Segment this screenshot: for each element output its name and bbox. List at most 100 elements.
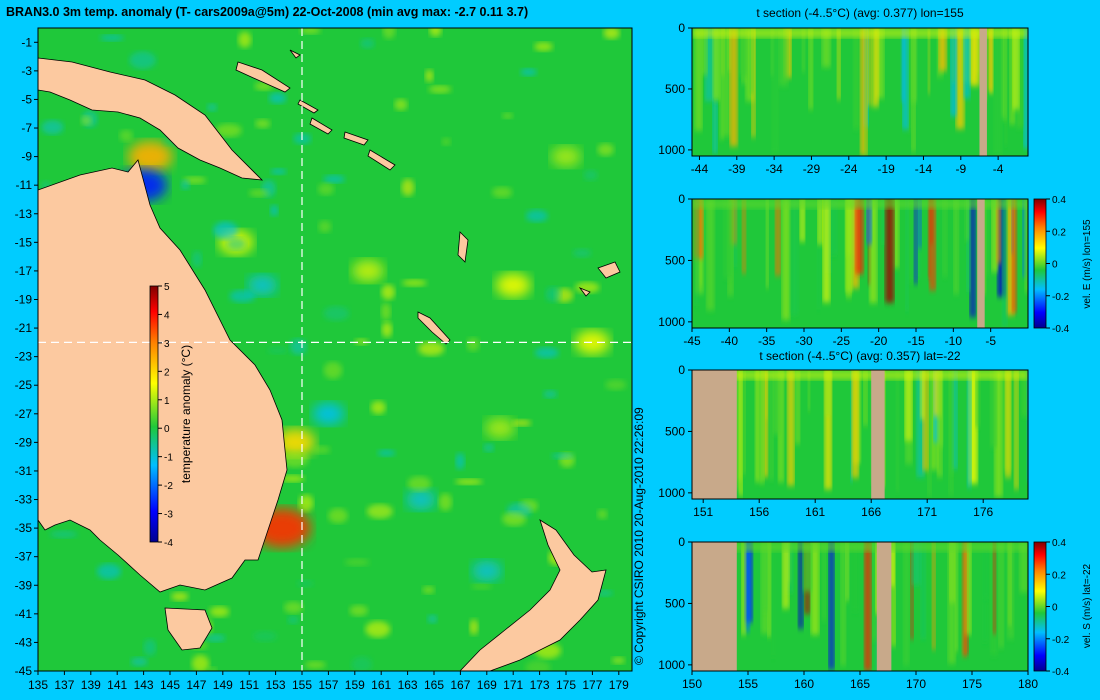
- s3-x-tick-label: 156: [749, 505, 769, 519]
- s2-streak: [775, 199, 781, 276]
- land-fiji: [578, 261, 621, 297]
- s2-colorbar-tick-label: -0.2: [1052, 292, 1070, 303]
- s2-streak: [733, 199, 737, 268]
- s2-x-tick-label: -35: [758, 334, 776, 348]
- s1-streak: [902, 28, 909, 130]
- s2-surface-band: [692, 199, 1028, 209]
- map-y-tick-label: -25: [15, 378, 33, 392]
- map-y-tick-label: -37: [15, 550, 33, 564]
- anomaly-patch: [352, 259, 384, 283]
- eddy-texture: [192, 250, 202, 268]
- eddy-texture: [323, 306, 350, 321]
- map-x-tick-label: 171: [503, 678, 523, 692]
- eddy-texture: [407, 476, 431, 492]
- s2-colorbar-tick-label: -0.4: [1052, 324, 1070, 335]
- section1-field: [692, 28, 1028, 156]
- s1-streak: [808, 28, 814, 110]
- s1-streak: [867, 28, 872, 107]
- eddy-texture: [470, 583, 492, 590]
- s2-streak: [706, 199, 715, 311]
- eddy-texture: [323, 361, 343, 380]
- s4-x-tick-label: 165: [850, 677, 870, 691]
- map-x-tick-label: 145: [160, 678, 180, 692]
- s1-surface-band: [692, 28, 1028, 38]
- map-y-tick-label: -3: [21, 64, 32, 78]
- s4-colorbar-tick-label: -0.2: [1052, 635, 1070, 646]
- map-y-tick-label: -43: [15, 635, 33, 649]
- s3-streak: [895, 370, 899, 493]
- s1-y-tick-label: 1000: [658, 143, 685, 157]
- s3-streak: [1021, 370, 1028, 417]
- map-colorbar-tick-label: -2: [164, 481, 173, 492]
- s3-streak: [824, 370, 832, 490]
- map-colorbar-gradient: [149, 285, 159, 543]
- eddy-texture: [501, 112, 514, 119]
- s2-streak: [830, 199, 838, 256]
- s1-streak: [772, 28, 779, 154]
- s1-x-tick-label: -44: [691, 162, 709, 176]
- eddy-texture: [255, 119, 271, 129]
- map-y-tick-label: -29: [15, 435, 33, 449]
- eddy-texture: [381, 284, 395, 300]
- eddy-texture: [296, 579, 314, 588]
- map-x-tick-label: 147: [186, 678, 206, 692]
- s2-streak: [969, 199, 976, 318]
- s4-streak: [891, 542, 896, 647]
- map-x-tick-label: 159: [345, 678, 365, 692]
- eddy-texture: [545, 286, 562, 303]
- eddy-texture: [534, 347, 559, 359]
- s1-streak: [779, 28, 788, 86]
- eddy-texture: [349, 605, 368, 617]
- section3-y-ticks: 0 500 1000: [658, 363, 692, 500]
- s2-streak: [822, 199, 831, 303]
- s3-x-tick-label: 151: [693, 505, 713, 519]
- anomaly-patch: [405, 489, 436, 511]
- s3-streak: [968, 370, 978, 484]
- s4-streak: [852, 542, 859, 612]
- s2-streak: [1012, 199, 1017, 313]
- s1-land: [979, 28, 987, 156]
- s2-streak: [913, 199, 918, 285]
- map-colorbar-tick-label: 3: [164, 339, 170, 350]
- eddy-texture: [370, 400, 386, 415]
- land-solomons: [297, 99, 396, 171]
- eddy-texture: [381, 321, 393, 338]
- s1-streak: [970, 28, 980, 86]
- map-x-tick-label: 143: [134, 678, 154, 692]
- eddy-texture: [377, 449, 396, 457]
- s3-streak: [739, 370, 743, 496]
- s1-streak: [963, 28, 970, 99]
- map-x-tick-label: 141: [107, 678, 127, 692]
- s2-streak: [790, 199, 799, 316]
- s2-streak: [1022, 199, 1027, 278]
- land-new-guinea: [38, 57, 264, 181]
- eddy-texture: [253, 630, 278, 642]
- section3-frame: [691, 369, 1029, 500]
- eddy-texture: [96, 563, 122, 580]
- section4-y-ticks: 0 500 1000: [658, 535, 692, 672]
- s4-x-tick-label: 170: [906, 677, 926, 691]
- s1-streak: [719, 28, 724, 140]
- eddy-texture: [119, 129, 133, 142]
- s1-x-tick-label: -14: [915, 162, 933, 176]
- s2-streak: [964, 199, 967, 242]
- eddy-texture: [575, 281, 600, 294]
- s1-streak: [952, 28, 955, 83]
- eddy-texture: [311, 445, 331, 454]
- map-y-tick-label: -19: [15, 292, 33, 306]
- s3-x-tick-label: 161: [805, 505, 825, 519]
- s2-x-tick-label: -10: [945, 334, 963, 348]
- eddy-texture: [583, 169, 598, 181]
- map-x-tick-label: 149: [213, 678, 233, 692]
- s2-land: [977, 199, 985, 328]
- map-y-tick-label: -33: [15, 493, 33, 507]
- s4-colorbar-tick-label: -0.4: [1052, 667, 1070, 678]
- map-y-tick-label: -11: [16, 178, 33, 192]
- eddy-texture: [351, 656, 373, 671]
- map-x-tick-label: 175: [556, 678, 576, 692]
- s3-streak: [773, 370, 781, 435]
- section4-colorbar: [1033, 541, 1047, 672]
- s2-y-tick-label: 0: [678, 192, 685, 206]
- s3-streak: [922, 370, 929, 471]
- s3-streak: [905, 370, 912, 441]
